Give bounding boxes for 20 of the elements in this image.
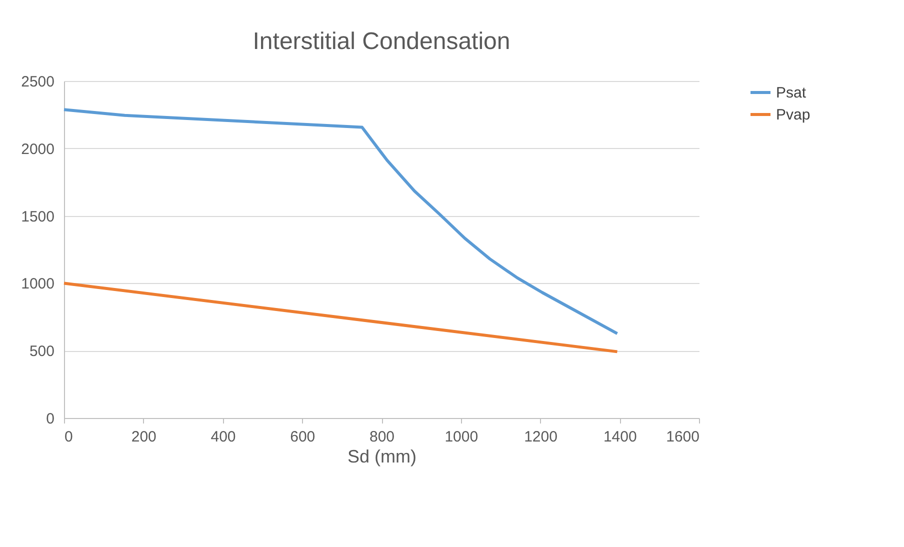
legend-label: Psat xyxy=(776,84,807,102)
line-series xyxy=(62,108,619,336)
y-tick-label: 2500 xyxy=(21,74,54,90)
x-tick-label: 1000 xyxy=(444,428,478,446)
x-tick-label: 1200 xyxy=(524,428,558,446)
x-tick-label: 800 xyxy=(369,428,395,446)
y-tick-label: 0 xyxy=(46,410,54,428)
x-tick-label: 1400 xyxy=(603,428,637,446)
x-tick-label: 400 xyxy=(210,428,236,446)
x-tick-label: 1600 xyxy=(666,428,700,446)
y-tick-label: 500 xyxy=(29,343,54,360)
x-tick-label: 600 xyxy=(290,428,316,446)
y-tick-label: 1500 xyxy=(21,208,54,226)
chart-title: Interstitial Condensation xyxy=(252,28,510,55)
x-axis-title: Sd (mm) xyxy=(348,446,416,466)
y-tick-label: 2000 xyxy=(21,140,54,158)
x-tick-label: 200 xyxy=(131,428,156,446)
legend-label: Pvap xyxy=(776,106,810,124)
x-tick-label: 0 xyxy=(64,428,73,446)
y-tick-label: 1000 xyxy=(21,276,54,293)
